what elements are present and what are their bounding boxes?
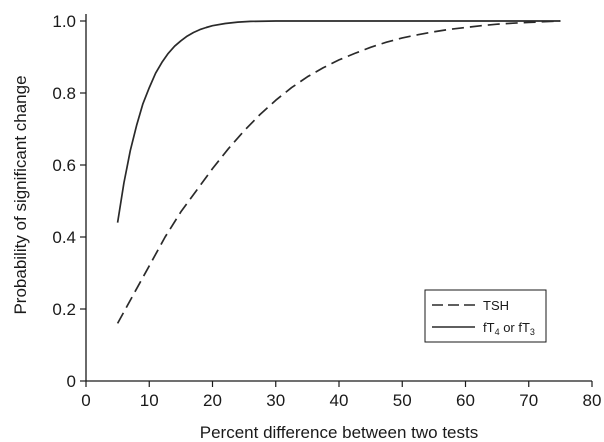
legend-box [424,289,547,343]
y-tick-label: 0.6 [52,156,76,175]
legend: TSH fT4 or fT3 [424,289,547,343]
y-tick-label: 0.2 [52,300,76,319]
x-tick-label: 80 [583,391,602,410]
x-tick-label: 20 [203,391,222,410]
y-axis-label: Probability of significant change [11,75,30,314]
x-tick-label: 40 [330,391,349,410]
series-layer [116,20,561,324]
y-tick-label: 0.8 [52,84,76,103]
y-tick-label: 0.4 [52,228,76,247]
y-tick-label: 0 [67,372,76,391]
x-tick-label: 10 [140,391,159,410]
legend-label: fT4 or fT3 [483,320,535,337]
series-line-ft4-ft3 [116,20,561,223]
axes: 0 10 20 30 40 50 60 70 80 0 0.2 0.4 0.6 0.8 1.0 [52,12,601,410]
x-tick-label: 70 [519,391,538,410]
legend-label: TSH [483,298,509,313]
x-tick-label: 60 [456,391,475,410]
x-tick-label: 30 [266,391,285,410]
x-axis-label: Percent difference between two tests [200,423,478,442]
x-tick-label: 0 [81,391,90,410]
series-line-tsh [116,20,561,324]
x-tick-label: 50 [393,391,412,410]
y-tick-label: 1.0 [52,12,76,31]
